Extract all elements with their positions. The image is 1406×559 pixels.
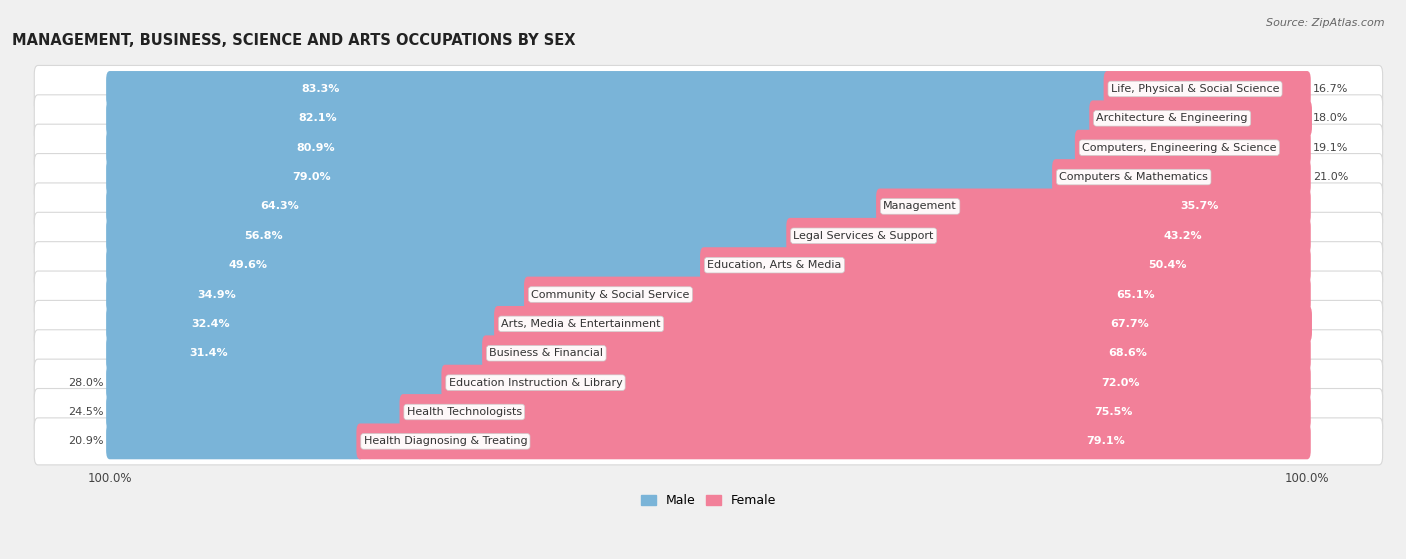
FancyBboxPatch shape [34,241,1382,288]
FancyBboxPatch shape [105,130,1083,165]
Text: Education Instruction & Library: Education Instruction & Library [449,378,623,387]
FancyBboxPatch shape [34,65,1382,112]
FancyBboxPatch shape [441,364,1310,401]
Text: 72.0%: 72.0% [1101,378,1140,387]
FancyBboxPatch shape [105,188,883,224]
Text: 79.0%: 79.0% [292,172,330,182]
Text: 49.6%: 49.6% [229,260,267,270]
Text: Arts, Media & Entertainment: Arts, Media & Entertainment [502,319,661,329]
FancyBboxPatch shape [34,300,1382,347]
Text: Business & Financial: Business & Financial [489,348,603,358]
Text: Computers, Engineering & Science: Computers, Engineering & Science [1083,143,1277,153]
FancyBboxPatch shape [1052,159,1310,195]
FancyBboxPatch shape [34,212,1382,259]
FancyBboxPatch shape [34,95,1382,142]
Text: 80.9%: 80.9% [297,143,335,153]
Text: 31.4%: 31.4% [190,348,228,358]
Text: Management: Management [883,201,957,211]
FancyBboxPatch shape [34,389,1382,435]
Text: 34.9%: 34.9% [197,290,236,300]
FancyBboxPatch shape [105,306,502,342]
FancyBboxPatch shape [494,306,1312,342]
FancyBboxPatch shape [1090,101,1312,136]
Text: 68.6%: 68.6% [1108,348,1147,358]
Text: 50.4%: 50.4% [1149,260,1187,270]
Text: 43.2%: 43.2% [1163,231,1202,241]
Text: 21.0%: 21.0% [1313,172,1348,182]
FancyBboxPatch shape [34,330,1382,377]
FancyBboxPatch shape [524,277,1310,312]
FancyBboxPatch shape [105,335,489,371]
Text: 65.1%: 65.1% [1116,290,1154,300]
FancyBboxPatch shape [876,188,1310,224]
FancyBboxPatch shape [34,271,1382,318]
Text: 18.0%: 18.0% [1313,113,1348,124]
FancyBboxPatch shape [105,71,1111,107]
Text: 32.4%: 32.4% [191,319,231,329]
Text: 82.1%: 82.1% [298,113,337,124]
Text: 83.3%: 83.3% [301,84,340,94]
FancyBboxPatch shape [1104,71,1310,107]
FancyBboxPatch shape [34,154,1382,201]
Text: 75.5%: 75.5% [1094,407,1132,417]
Text: Education, Arts & Media: Education, Arts & Media [707,260,842,270]
Text: Community & Social Service: Community & Social Service [531,290,689,300]
Text: Computers & Mathematics: Computers & Mathematics [1059,172,1208,182]
FancyBboxPatch shape [105,101,1097,136]
Text: MANAGEMENT, BUSINESS, SCIENCE AND ARTS OCCUPATIONS BY SEX: MANAGEMENT, BUSINESS, SCIENCE AND ARTS O… [13,33,575,48]
Text: Architecture & Engineering: Architecture & Engineering [1097,113,1249,124]
FancyBboxPatch shape [34,359,1382,406]
Text: 56.8%: 56.8% [245,231,283,241]
Text: 16.7%: 16.7% [1313,84,1348,94]
Text: 19.1%: 19.1% [1313,143,1348,153]
Legend: Male, Female: Male, Female [636,489,780,513]
FancyBboxPatch shape [105,424,364,459]
Text: Health Diagnosing & Treating: Health Diagnosing & Treating [364,437,527,447]
FancyBboxPatch shape [1074,130,1310,165]
FancyBboxPatch shape [786,218,1310,254]
Text: Health Technologists: Health Technologists [406,407,522,417]
FancyBboxPatch shape [34,124,1382,171]
FancyBboxPatch shape [34,418,1382,465]
FancyBboxPatch shape [700,247,1310,283]
FancyBboxPatch shape [105,364,449,401]
Text: 67.7%: 67.7% [1111,319,1149,329]
Text: 35.7%: 35.7% [1180,201,1218,211]
FancyBboxPatch shape [105,277,531,312]
FancyBboxPatch shape [399,394,1310,430]
Text: Life, Physical & Social Science: Life, Physical & Social Science [1111,84,1279,94]
FancyBboxPatch shape [105,247,707,283]
FancyBboxPatch shape [34,183,1382,230]
FancyBboxPatch shape [105,394,406,430]
FancyBboxPatch shape [105,159,1059,195]
Text: 20.9%: 20.9% [69,437,104,447]
FancyBboxPatch shape [356,424,1310,459]
Text: 28.0%: 28.0% [69,378,104,387]
Text: Legal Services & Support: Legal Services & Support [793,231,934,241]
Text: 79.1%: 79.1% [1085,437,1125,447]
Text: 24.5%: 24.5% [69,407,104,417]
Text: Source: ZipAtlas.com: Source: ZipAtlas.com [1267,18,1385,28]
Text: 64.3%: 64.3% [260,201,299,211]
FancyBboxPatch shape [105,218,793,254]
FancyBboxPatch shape [482,335,1310,371]
